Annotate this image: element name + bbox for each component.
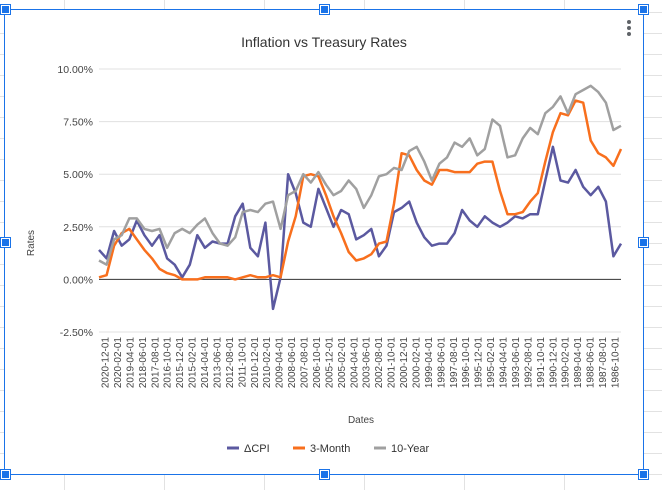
x-tick-label: 2010-02-01 [262,337,273,389]
x-tick-label: 2012-08-01 [225,337,236,389]
resize-handle-top-right[interactable] [639,5,648,14]
more-vert-icon[interactable] [625,18,633,40]
x-tick-label: 1990-02-01 [561,337,572,389]
legend-label: ΔCPI [244,443,270,455]
x-tick-label: 2013-06-01 [212,337,223,389]
x-tick-label: 1992-08-01 [523,337,534,389]
x-tick-label: 2016-10-01 [163,337,174,389]
x-tick-label: 1995-02-01 [486,337,497,389]
x-tick-label: 2015-02-01 [188,337,199,389]
line-chart: Inflation vs Treasury Rates Rates Dates … [26,34,623,455]
x-tick-label: 2017-08-01 [150,337,161,389]
x-tick-label: 2006-10-01 [312,337,323,389]
x-tick-label: 1997-08-01 [449,337,460,389]
series-line-1 [98,99,623,281]
y-tick-label: 10.00% [57,64,93,76]
x-tick-label: 2009-04-01 [275,337,286,389]
x-tick-label: 2020-12-01 [101,337,112,389]
x-tick-label: 1990-12-01 [548,337,559,389]
y-tick-label: 5.00% [63,169,93,181]
x-tick-label: 1996-10-01 [461,337,472,389]
series-line-2 [98,84,622,266]
x-tick-label: 1989-04-01 [573,337,584,389]
x-tick-label: 2000-02-01 [411,337,422,389]
x-tick-label: 2010-12-01 [250,337,261,389]
x-tick-label: 1991-10-01 [536,337,547,389]
x-tick-label: 2018-06-01 [138,337,149,389]
x-tick-label: 1986-10-01 [611,337,622,389]
chart-container[interactable]: Inflation vs Treasury Rates Rates Dates … [4,9,644,475]
y-tick-labels: 10.00% 7.50% 5.00% 2.50% 0.00% -2.50% [57,64,93,339]
resize-handle-bottom-left[interactable] [1,470,10,479]
resize-handle-middle-right[interactable] [639,238,648,247]
x-axis-label: Dates [348,415,374,426]
y-tick-label: 2.50% [63,222,93,234]
x-tick-label: 1999-04-01 [424,337,435,389]
x-tick-label: 2011-10-01 [237,337,248,388]
x-tick-label: 2002-08-01 [374,337,385,389]
series-lines [98,84,623,311]
x-tick-label: 2000-12-01 [399,337,410,389]
chart-legend: ΔCPI 3-Month 10-Year [227,443,429,455]
x-tick-label: 2007-08-01 [300,337,311,389]
x-tick-label: 1995-12-01 [474,337,485,389]
x-tick-label: 1988-06-01 [586,337,597,389]
chart-title: Inflation vs Treasury Rates [241,34,407,50]
x-tick-label: 1993-06-01 [511,337,522,389]
x-tick-label: 2019-04-01 [125,337,136,389]
x-tick-label: 2020-02-01 [113,337,124,389]
x-tick-label: 2001-10-01 [387,337,398,389]
resize-handle-top-left[interactable] [1,5,10,14]
x-tick-label: 2004-04-01 [349,337,360,389]
x-tick-label: 1994-04-01 [499,337,510,389]
x-tick-label: 2005-12-01 [324,337,335,389]
x-tick-label: 2014-04-01 [200,337,211,389]
y-tick-label: 0.00% [63,274,93,286]
resize-handle-top-center[interactable] [320,5,329,14]
resize-handle-bottom-center[interactable] [320,470,329,479]
resize-handle-middle-left[interactable] [1,238,10,247]
y-tick-label: 7.50% [63,117,93,129]
series-line-0 [98,145,623,311]
y-tick-label: -2.50% [60,327,93,339]
legend-label: 3-Month [310,443,350,455]
x-tick-label: 2008-06-01 [287,337,298,389]
x-tick-label: 1998-06-01 [436,337,447,389]
gridlines [99,68,621,333]
resize-handle-bottom-right[interactable] [639,470,648,479]
x-tick-label: 2005-02-01 [337,337,348,389]
x-tick-label: 2015-12-01 [175,337,186,389]
x-tick-label: 1987-08-01 [598,337,609,389]
x-tick-labels: 2020-12-01 2020-02-01 2019-04-01 2018-06-01… [101,337,622,389]
x-tick-label: 2003-06-01 [362,337,373,389]
y-axis-label: Rates [26,230,37,256]
legend-label: 10-Year [391,443,429,455]
